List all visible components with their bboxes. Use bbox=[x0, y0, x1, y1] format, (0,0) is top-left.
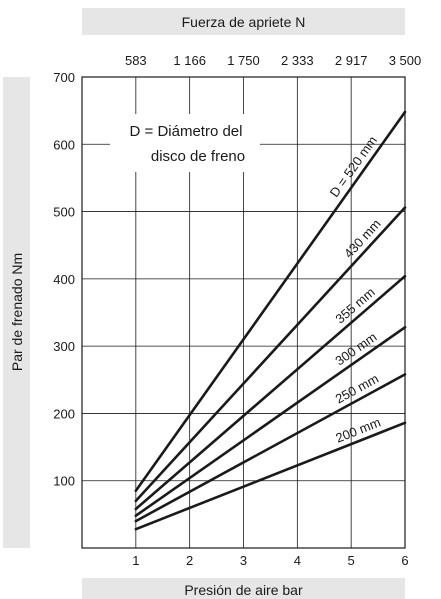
y-axis-label: Par de frenado Nm bbox=[9, 253, 25, 371]
note-line-1: D = Diámetro del bbox=[130, 123, 243, 140]
bottom-axis-label-band bbox=[82, 578, 405, 599]
ticks: 1 2 3 4 5 6 583 1 166 1 750 2 333 2 917 3 500 100 200… bbox=[53, 53, 421, 568]
y-tick-label: 500 bbox=[53, 205, 75, 220]
y-tick-label: 400 bbox=[53, 272, 75, 287]
y-tick-label: 200 bbox=[53, 406, 75, 421]
y-tick-label: 300 bbox=[53, 339, 75, 354]
y-tick-label: 100 bbox=[53, 474, 75, 489]
series-line bbox=[134, 326, 407, 518]
series-line bbox=[134, 421, 407, 531]
top-axis-label: Fuerza de apriete N bbox=[182, 14, 306, 30]
series-line bbox=[134, 110, 407, 493]
top-tick-label: 3 500 bbox=[389, 53, 422, 68]
top-tick-label: 583 bbox=[125, 53, 147, 68]
note-box bbox=[110, 114, 260, 172]
x-tick-label: 3 bbox=[240, 553, 247, 568]
top-tick-label: 2 333 bbox=[281, 53, 314, 68]
series-line bbox=[134, 373, 407, 523]
series-line bbox=[134, 274, 407, 511]
series-label: D = 520 mm bbox=[327, 133, 380, 200]
x-tick-label: 2 bbox=[186, 553, 193, 568]
top-tick-label: 2 917 bbox=[335, 53, 368, 68]
note-line-2: disco de freno bbox=[151, 148, 245, 165]
top-tick-label: 1 166 bbox=[173, 53, 206, 68]
top-axis-label-band bbox=[82, 8, 405, 35]
series-label-group: D = 520 mm bbox=[327, 133, 380, 200]
left-axis-label-band bbox=[3, 77, 30, 548]
plot-frame bbox=[81, 76, 406, 549]
y-tick-label: 700 bbox=[53, 70, 75, 85]
x-axis-label: Presión de aire bar bbox=[184, 582, 303, 598]
y-tick-label: 600 bbox=[53, 137, 75, 152]
x-tick-label: 6 bbox=[401, 553, 408, 568]
top-tick-label: 1 750 bbox=[227, 53, 260, 68]
series-line bbox=[134, 206, 407, 503]
x-tick-label: 1 bbox=[132, 553, 139, 568]
x-tick-label: 5 bbox=[348, 553, 355, 568]
x-tick-label: 4 bbox=[294, 553, 301, 568]
